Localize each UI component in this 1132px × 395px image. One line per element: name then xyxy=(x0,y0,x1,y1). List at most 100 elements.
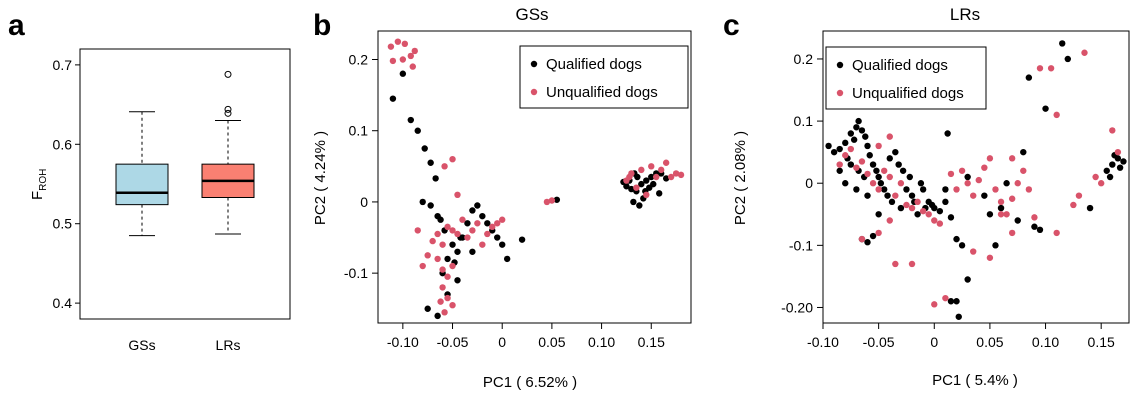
scatter-point xyxy=(638,166,645,174)
scatter-point xyxy=(454,248,461,255)
panel-c-x-title: PC1 ( 5.4% ) xyxy=(932,372,1018,389)
panel-a-x-labels: GSs LRs xyxy=(128,337,240,353)
scatter-point xyxy=(997,204,1005,212)
scatter-point xyxy=(411,47,418,55)
scatter-point xyxy=(862,133,869,140)
scatter-point xyxy=(970,192,977,199)
panel-a-y-title-main: F xyxy=(29,191,46,200)
scatter-point xyxy=(633,184,640,191)
b-y-tick-label: -0.1 xyxy=(344,265,368,281)
scatter-point xyxy=(847,130,855,137)
scatter-point xyxy=(399,56,407,63)
scatter-point xyxy=(953,298,960,305)
scatter-point xyxy=(914,198,921,206)
scatter-point xyxy=(414,127,421,134)
scatter-point xyxy=(897,180,905,187)
scatter-point xyxy=(636,202,643,209)
scatter-point xyxy=(992,186,999,193)
scatter-point xyxy=(653,173,660,181)
scatter-point xyxy=(825,142,832,150)
scatter-point xyxy=(947,298,955,305)
scatter-point xyxy=(454,230,461,238)
panel-a-y-tick-label: 0.5 xyxy=(53,216,73,232)
scatter-point xyxy=(944,130,951,137)
scatter-point xyxy=(992,242,999,249)
scatter-point xyxy=(474,220,481,227)
scatter-point xyxy=(444,255,451,263)
box-gss xyxy=(115,111,169,237)
scatter-point xyxy=(877,180,885,187)
scatter-point xyxy=(853,186,860,193)
scatter-point xyxy=(881,167,888,174)
scatter-point xyxy=(847,161,855,168)
scatter-point xyxy=(1092,173,1099,181)
c-x-tick-label: 0 xyxy=(930,334,938,350)
panel-a-y-title: FROH xyxy=(29,169,49,200)
b-legend-label: Unqualified dogs xyxy=(546,84,658,101)
c-x-tick-label: 0.15 xyxy=(1088,334,1115,350)
scatter-point xyxy=(429,237,436,245)
scatter-point xyxy=(986,254,994,261)
scatter-point xyxy=(449,241,456,248)
panel-b-frame xyxy=(377,30,692,324)
scatter-point xyxy=(1075,192,1083,199)
scatter-point xyxy=(886,155,893,162)
panel-a-y-tick-label: 0.6 xyxy=(53,136,73,152)
scatter-point xyxy=(875,142,882,150)
scatter-point xyxy=(469,207,476,214)
panel-c-y-title: PC2 ( 2.08% ) xyxy=(732,131,749,225)
b-legend-marker xyxy=(530,60,538,68)
scatter-point xyxy=(1059,40,1066,47)
panel-b-legend: Qualified dogs Unqualified dogs xyxy=(519,45,689,109)
scatter-point xyxy=(1003,180,1010,187)
scatter-point xyxy=(1114,148,1122,156)
scatter-point xyxy=(955,313,962,320)
b-y-tick-label: 0.1 xyxy=(349,123,369,139)
panel-c-legend: Qualified dogs Unqualified dogs xyxy=(825,46,987,110)
scatter-point xyxy=(836,161,843,168)
scatter-point xyxy=(864,170,871,178)
scatter-point xyxy=(454,191,461,199)
scatter-point xyxy=(836,167,843,174)
scatter-point xyxy=(881,186,888,193)
scatter-point xyxy=(858,235,866,243)
scatter-point xyxy=(875,186,882,193)
scatter-point xyxy=(441,163,448,170)
scatter-point xyxy=(958,242,966,249)
scatter-point xyxy=(953,235,960,243)
c-legend-marker xyxy=(836,61,844,69)
scatter-point xyxy=(1008,229,1016,237)
scatter-point xyxy=(1020,148,1027,156)
scatter-point xyxy=(1097,180,1105,187)
scatter-point xyxy=(1120,158,1127,165)
scatter-point xyxy=(1064,55,1072,63)
scatter-point xyxy=(947,170,955,178)
outlier-point xyxy=(224,105,232,113)
panel-c-title: LRs xyxy=(950,5,980,24)
scatter-point xyxy=(1116,164,1124,171)
scatter-point xyxy=(1103,167,1110,174)
scatter-point xyxy=(464,220,471,227)
scatter-point xyxy=(667,173,675,181)
c-x-tick-label: 0.05 xyxy=(976,334,1003,350)
scatter-point xyxy=(427,159,434,166)
scatter-point xyxy=(469,248,476,255)
scatter-point xyxy=(469,227,476,234)
scatter-point xyxy=(548,197,556,204)
box-body xyxy=(115,163,169,206)
c-legend-box xyxy=(825,46,987,110)
scatter-point xyxy=(858,158,866,165)
panel-b-axes: -0.10 -0.05 0 0.05 0.10 0.15-0.100.10.2 xyxy=(344,51,665,350)
scatter-point xyxy=(1025,74,1033,81)
b-x-tick-label: 0.15 xyxy=(638,334,665,350)
scatter-point xyxy=(1031,214,1038,221)
b-legend-label: Qualified dogs xyxy=(546,56,642,73)
scatter-point xyxy=(906,173,913,181)
scatter-point xyxy=(648,173,655,181)
scatter-point xyxy=(626,173,633,181)
scatter-point xyxy=(419,198,426,206)
outlier-point xyxy=(224,109,232,117)
scatter-point xyxy=(437,298,444,305)
b-x-tick-label: 0.05 xyxy=(538,334,565,350)
scatter-point xyxy=(1042,105,1049,112)
